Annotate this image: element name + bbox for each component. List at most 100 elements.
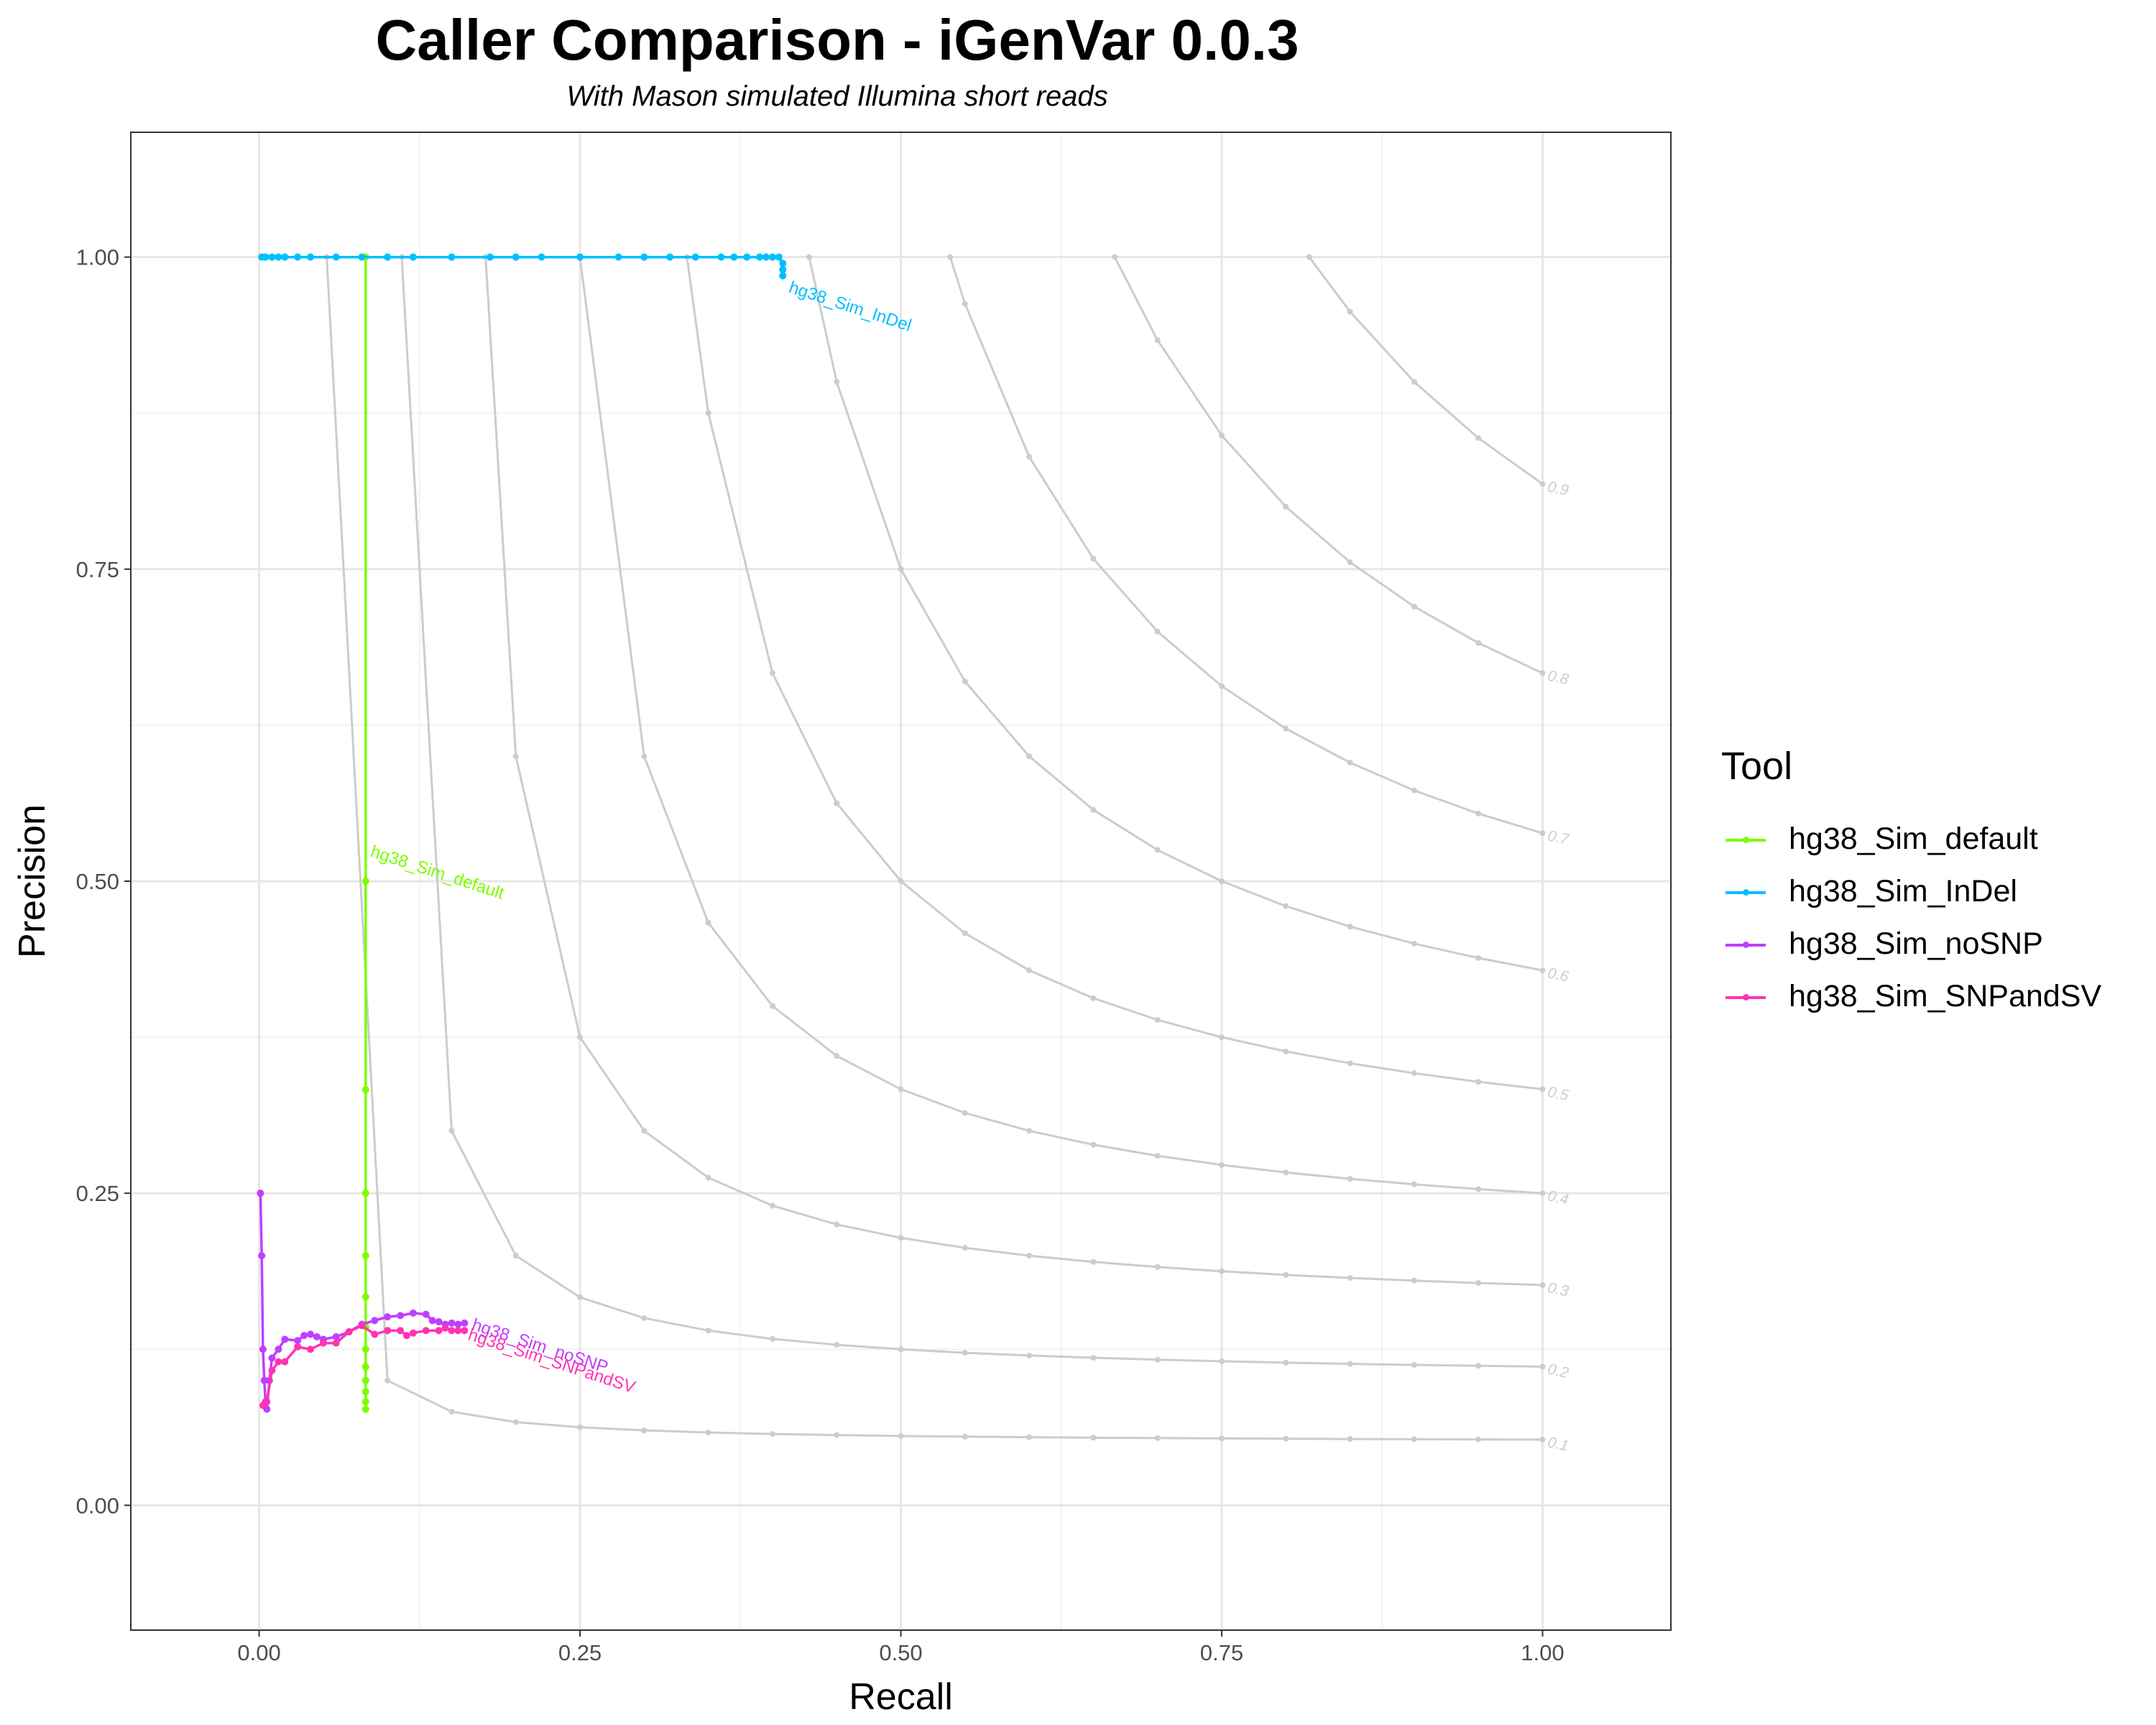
- series-point: [307, 1330, 315, 1338]
- x-axis-title: Recall: [849, 1676, 953, 1718]
- series-point: [487, 253, 494, 261]
- iso-f1-point: [448, 1409, 455, 1415]
- iso-f1-point: [1347, 308, 1353, 315]
- iso-f1-label: 0.2: [1546, 1361, 1570, 1382]
- y-tick-label: 0.50: [76, 869, 119, 894]
- series-point: [384, 253, 392, 261]
- series-point: [275, 253, 282, 261]
- iso-f1-label: 0.6: [1546, 965, 1570, 985]
- iso-f1-point: [769, 1202, 775, 1209]
- series-point: [397, 1327, 405, 1335]
- legend-label: hg38_Sim_InDel: [1789, 874, 2017, 908]
- series-point: [361, 1376, 369, 1384]
- series-point: [435, 1327, 443, 1335]
- x-axis-ticks: 0.00 0.25 0.50 0.75 1.00: [237, 1630, 1565, 1665]
- iso-f1-point: [1475, 1436, 1482, 1443]
- series-point: [281, 1358, 289, 1366]
- series-point: [768, 253, 776, 261]
- series-point: [428, 1317, 436, 1325]
- series-point: [691, 253, 699, 261]
- iso-f1-point: [1154, 847, 1161, 853]
- iso-f1-point: [1475, 1186, 1482, 1192]
- legend-item: hg38_Sim_InDel: [1721, 865, 2101, 918]
- iso-f1-point: [577, 1294, 584, 1300]
- series-point: [409, 1309, 417, 1317]
- iso-f1-point: [1411, 1181, 1417, 1187]
- iso-f1-point: [1475, 954, 1482, 961]
- iso-f1-point: [1283, 1048, 1289, 1054]
- iso-f1-label: 0.8: [1546, 668, 1570, 689]
- iso-f1-point: [1475, 1363, 1482, 1369]
- iso-f1-point: [1411, 1436, 1417, 1443]
- iso-f1-label: 0.5: [1546, 1084, 1570, 1105]
- iso-f1-point: [577, 1424, 584, 1430]
- series-point: [397, 1312, 405, 1320]
- iso-f1-point: [1475, 640, 1482, 646]
- series-point: [361, 1086, 369, 1094]
- iso-f1-point: [1090, 806, 1097, 813]
- series-point: [779, 266, 787, 274]
- series-point: [779, 272, 787, 280]
- iso-f1-label: 0.9: [1546, 479, 1570, 500]
- iso-f1-point: [1475, 810, 1482, 816]
- iso-f1-point: [834, 379, 840, 385]
- iso-f1-point: [1218, 1162, 1225, 1168]
- series-point: [275, 1358, 282, 1366]
- iso-f1-point: [1306, 254, 1312, 260]
- iso-f1-point: [962, 1245, 968, 1251]
- series-point: [361, 1190, 369, 1197]
- series-point: [294, 1337, 302, 1345]
- x-tick-label: 0.25: [558, 1640, 602, 1665]
- iso-f1-point: [962, 1433, 968, 1440]
- iso-f1-point: [769, 1335, 775, 1342]
- iso-f1-curve: [400, 257, 1543, 1368]
- iso-f1-curve: [484, 257, 1543, 1287]
- legend-label: hg38_Sim_SNPandSV: [1789, 979, 2102, 1013]
- iso-f1-point: [1539, 481, 1546, 487]
- series-point: [775, 253, 783, 261]
- series-point: [461, 1319, 469, 1327]
- iso-f1-point: [705, 919, 711, 926]
- iso-f1-point: [1090, 556, 1097, 562]
- iso-f1-point: [1347, 1361, 1353, 1367]
- iso-f1-point: [1154, 337, 1161, 344]
- iso-f1-point: [1026, 454, 1033, 460]
- legend-items: hg38_Sim_default hg38_Sim_InDel hg38_Sim_n…: [1721, 813, 2101, 1023]
- iso-f1-point: [1154, 1016, 1161, 1023]
- series-point: [448, 253, 456, 261]
- iso-f1-point: [1411, 1361, 1417, 1368]
- iso-f1-point: [1347, 760, 1353, 766]
- iso-f1-point: [769, 1431, 775, 1438]
- series-point: [281, 253, 289, 261]
- series-point: [260, 1376, 268, 1384]
- iso-f1-point: [1026, 1253, 1033, 1259]
- y-tick-label: 1.00: [76, 245, 119, 270]
- legend-item: hg38_Sim_noSNP: [1721, 918, 2101, 970]
- iso-f1-point: [705, 1174, 711, 1181]
- iso-f1-point: [947, 254, 954, 260]
- iso-f1-point: [1411, 603, 1417, 610]
- iso-f1-point: [1154, 1264, 1161, 1270]
- series-point: [361, 1405, 369, 1413]
- iso-f1-curve: [1113, 257, 1544, 674]
- iso-f1-point: [512, 1253, 519, 1259]
- iso-f1-curve: [326, 257, 1543, 1441]
- series-point: [307, 1346, 315, 1353]
- iso-f1-point: [1347, 559, 1353, 566]
- iso-f1-point: [1154, 1356, 1161, 1363]
- iso-f1-point: [1283, 1169, 1289, 1176]
- iso-f1-point: [705, 1328, 711, 1334]
- iso-f1-point: [834, 1053, 840, 1059]
- series-annotation: hg38_Sim_SNPandSV: [466, 1325, 637, 1397]
- x-tick-label: 0.75: [1200, 1640, 1243, 1665]
- iso-f1-point: [834, 1342, 840, 1348]
- series-point: [666, 253, 674, 261]
- series-point: [268, 253, 276, 261]
- iso-f1-point: [1283, 1271, 1289, 1278]
- series-line: [259, 1193, 465, 1409]
- series-point: [743, 253, 751, 261]
- iso-f1-point: [448, 1128, 455, 1134]
- iso-f1-point: [962, 1350, 968, 1356]
- iso-f1-point: [1347, 1275, 1353, 1282]
- series-point: [454, 1327, 462, 1335]
